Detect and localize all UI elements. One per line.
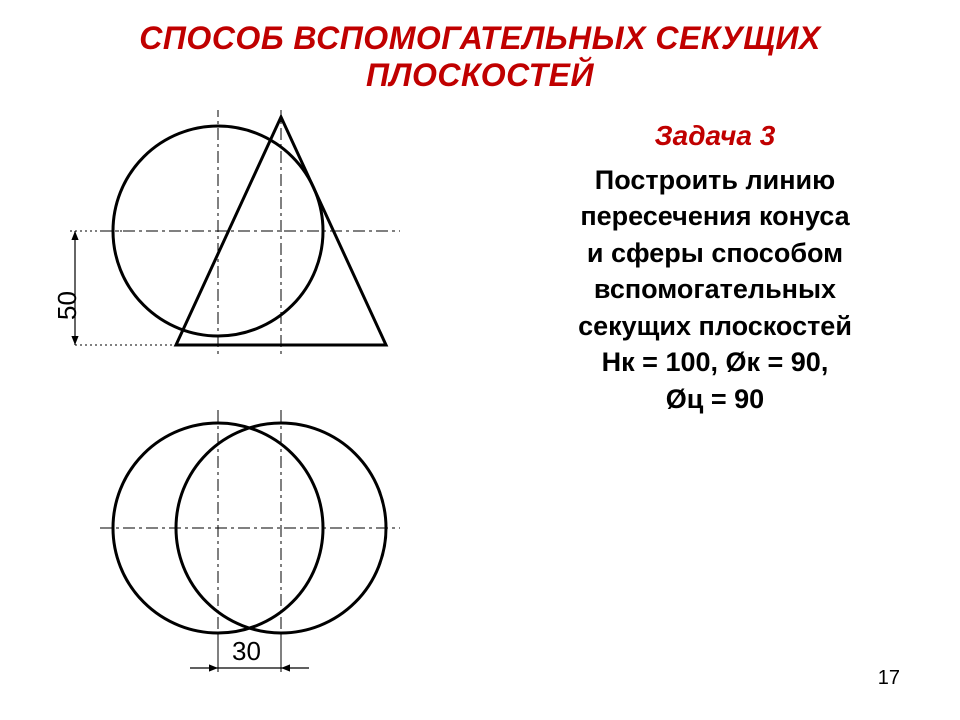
- drawing-area: 50 30: [0, 110, 470, 690]
- task-label: Задача 3: [500, 120, 930, 152]
- drawing-svg: [0, 110, 470, 690]
- task-line: Построить линию: [500, 162, 930, 198]
- dimension-30: 30: [232, 636, 261, 667]
- slide-title: СПОСОБ ВСПОМОГАТЕЛЬНЫХ СЕКУЩИХ ПЛОСКОСТЕ…: [0, 20, 960, 94]
- page-number: 17: [878, 667, 900, 690]
- title-line1: СПОСОБ ВСПОМОГАТЕЛЬНЫХ СЕКУЩИХ: [0, 20, 960, 57]
- task-body: Построить линию пересечения конуса и сфе…: [500, 162, 930, 417]
- task-line: вспомогательных: [500, 271, 930, 307]
- task-line: пересечения конуса: [500, 198, 930, 234]
- task-block: Задача 3 Построить линию пересечения кон…: [500, 120, 930, 417]
- title-line2: ПЛОСКОСТЕЙ: [0, 57, 960, 94]
- task-line: и сферы способом: [500, 235, 930, 271]
- dimension-50: 50: [52, 291, 83, 320]
- task-line: Hк = 100, Øк = 90,: [500, 344, 930, 380]
- task-line: Øц = 90: [500, 381, 930, 417]
- task-line: секущих плоскостей: [500, 308, 930, 344]
